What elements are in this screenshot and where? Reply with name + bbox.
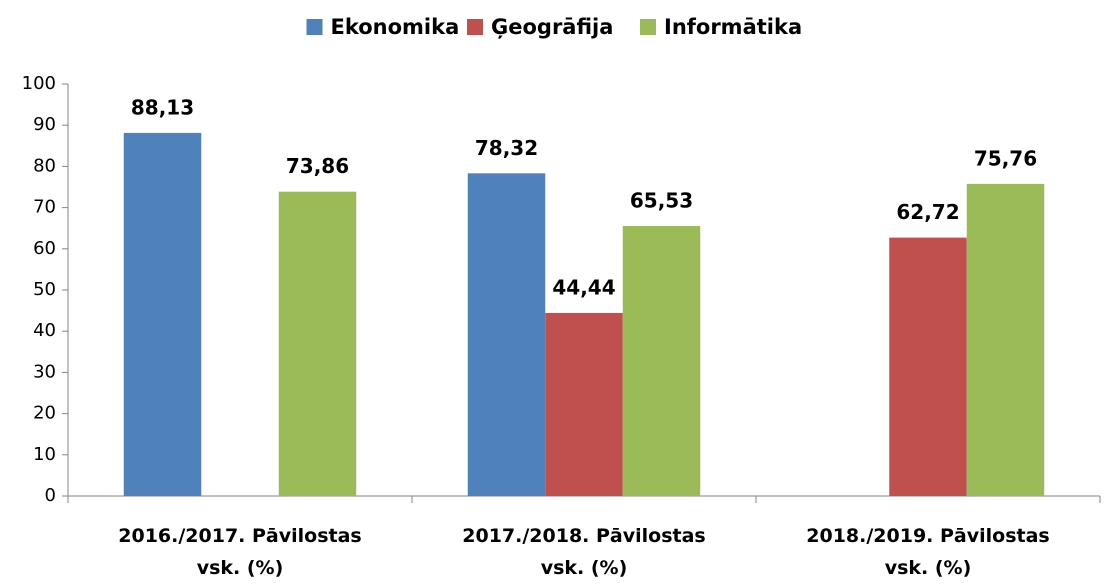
y-tick-label: 30 [33, 361, 56, 382]
value-label: 62,72 [896, 200, 959, 224]
value-label: 73,86 [286, 154, 349, 178]
bar [889, 237, 967, 496]
legend-swatch [467, 19, 483, 35]
bar [545, 312, 623, 496]
y-tick-label: 20 [33, 403, 56, 424]
legend-swatch [640, 19, 656, 35]
value-label: 44,44 [552, 275, 615, 299]
x-tick-label: 2016./2017. Pāvilostas vsk. (%) [118, 525, 362, 579]
bar [966, 183, 1045, 496]
y-tick-label: 40 [33, 320, 56, 341]
legend-label: Ekonomika [331, 15, 460, 39]
y-tick-label: 10 [33, 444, 56, 465]
y-tick-label: 100 [22, 73, 56, 94]
value-label: 88,13 [131, 95, 194, 119]
x-tick-label: 2018./2019. Pāvilostas vsk. (%) [806, 525, 1050, 579]
bar [278, 191, 357, 497]
legend-label: Ģeogrāfija [491, 15, 613, 39]
x-tick-label: 2017./2018. Pāvilostas vsk. (%) [462, 525, 706, 579]
y-tick-label: 70 [33, 197, 56, 218]
value-label: 75,76 [974, 146, 1037, 170]
y-tick-label: 50 [33, 279, 56, 300]
y-tick-label: 90 [33, 114, 56, 135]
legend-label: Informātika [664, 15, 802, 39]
y-tick-label: 80 [33, 155, 56, 176]
legend-swatch [306, 19, 323, 35]
bar [467, 173, 546, 496]
bar [622, 226, 701, 496]
value-label: 65,53 [630, 189, 693, 213]
y-tick-label: 60 [33, 238, 56, 259]
bar [123, 132, 202, 496]
value-label: 78,32 [475, 136, 538, 160]
y-tick-label: 0 [45, 485, 56, 506]
